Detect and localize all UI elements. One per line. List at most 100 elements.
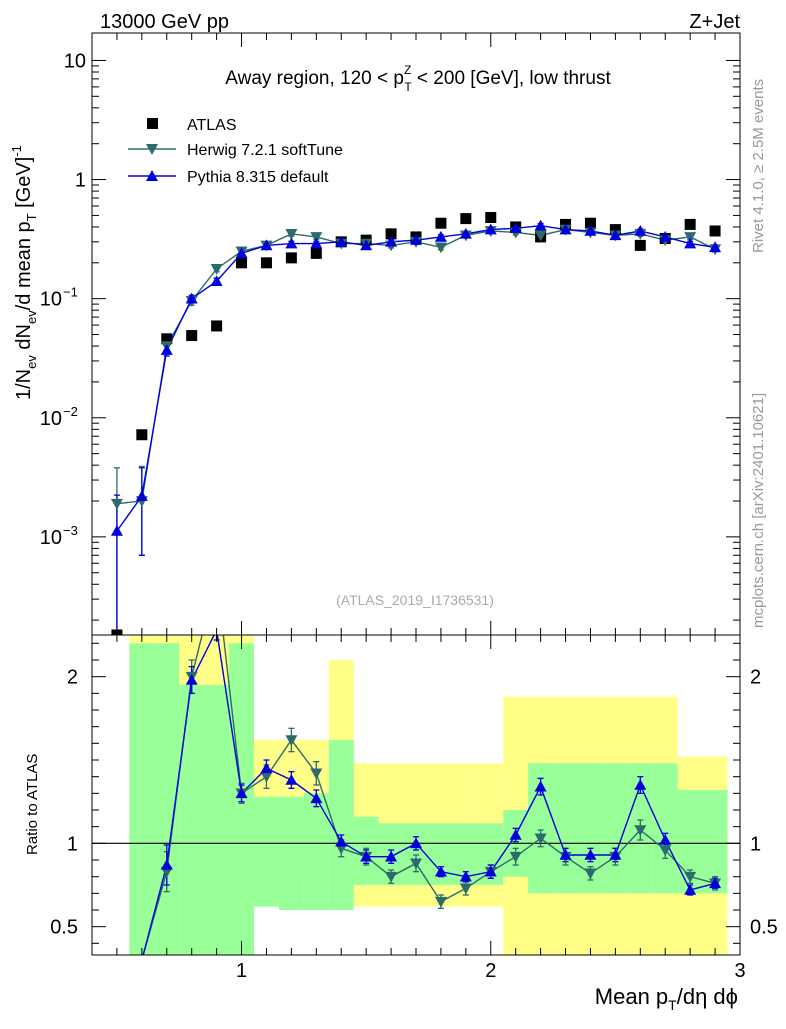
plot-title: Away region, 120 < pZ T < 200 [GeV], low … xyxy=(225,63,611,94)
legend-entry-pythia: Pythia 8.315 default xyxy=(128,169,329,186)
ratio-pythia-point xyxy=(659,834,672,845)
ratio-ytick-label-right: 0.5 xyxy=(750,917,778,939)
pythia-point xyxy=(285,237,298,249)
ratio-y-axis-label: Ratio to ATLAS xyxy=(24,754,41,855)
herwig-point xyxy=(310,232,323,243)
analysis-reference: (ATLAS_2019_I1736531) xyxy=(336,592,494,608)
atlas-point xyxy=(584,217,596,229)
green-band xyxy=(179,685,205,955)
main-ytick-exponent: −3 xyxy=(63,523,78,538)
x-tick-label: 3 xyxy=(734,960,745,982)
ratio-ytick-label-right: 2 xyxy=(750,667,761,689)
main-ytick-label: 1 xyxy=(75,170,86,192)
atlas-point xyxy=(684,218,696,230)
pythia-point xyxy=(110,525,123,536)
ratio-pythia-point xyxy=(285,774,298,785)
green-band xyxy=(303,793,329,910)
green-band xyxy=(254,796,279,907)
legend-entry-atlas: ATLAS xyxy=(147,117,237,134)
pythia-point xyxy=(185,292,198,304)
main-ytick-label: 10 xyxy=(40,289,62,311)
main-ytick-label: 10 xyxy=(40,527,62,549)
ratio-herwig-point xyxy=(136,955,148,966)
ratio-pythia-point xyxy=(385,850,398,862)
ratio-pythia-point xyxy=(634,779,647,790)
ratio-herwig-point xyxy=(634,825,647,836)
green-band xyxy=(204,685,230,955)
ratio-ytick-label-right: 1 xyxy=(750,833,761,855)
pythia-point xyxy=(410,234,422,245)
legend-marker-atlas xyxy=(147,118,158,129)
main-line-pythia xyxy=(116,224,716,532)
ratio-pythia-point xyxy=(709,877,722,889)
ratio-uncertainty-bands xyxy=(129,635,728,955)
ratio-pythia-point xyxy=(609,849,622,860)
x-axis-label: Mean pT/dη dϕ xyxy=(595,984,738,1013)
ratio-herwig-point xyxy=(684,871,697,883)
ratio-herwig-point xyxy=(459,883,472,895)
pythia-point xyxy=(509,222,522,234)
main-data-layer xyxy=(110,212,722,635)
pythia-point xyxy=(360,239,373,251)
atlas-point xyxy=(709,225,721,237)
x-tick-label: 1 xyxy=(236,960,247,982)
ratio-herwig-point xyxy=(310,768,323,780)
ratio-pythia-point xyxy=(141,954,143,955)
pythia-point xyxy=(310,237,323,249)
ratio-herwig-point xyxy=(211,572,223,583)
herwig-point xyxy=(110,498,123,510)
legend: ATLAS Herwig 7.2.1 softTune Pythia 8.315… xyxy=(128,117,343,186)
main-ytick-exponent: −2 xyxy=(63,404,78,419)
x-tick-label: 2 xyxy=(485,960,496,982)
atlas-point xyxy=(285,252,297,264)
ratio-pythia-point xyxy=(260,762,273,774)
ratio-pythia-point xyxy=(559,849,572,860)
green-band xyxy=(403,823,429,885)
atlas-point xyxy=(211,320,223,332)
atlas-point xyxy=(460,213,472,225)
pythia-point xyxy=(584,224,597,236)
atlas-point xyxy=(111,629,123,635)
pythia-point xyxy=(534,219,547,231)
ratio-ticks: 2 2 1 1 0.5 0.5 1 2 3 xyxy=(50,635,778,982)
ratio-herwig-point xyxy=(410,858,422,870)
ratio-herwig-point xyxy=(385,871,398,883)
green-band xyxy=(553,763,578,894)
pythia-point xyxy=(609,229,622,241)
ratio-herwig-point xyxy=(509,851,522,863)
pythia-point xyxy=(385,235,398,247)
mcplots-label: mcplots.cern.ch [arXiv:2401.10621] xyxy=(750,393,767,628)
ratio-pythia-point xyxy=(434,865,447,877)
pythia-point xyxy=(235,247,248,259)
green-band xyxy=(129,643,155,955)
legend-marker-pythia xyxy=(146,170,158,181)
ratio-pythia-point xyxy=(459,870,472,882)
ratio-herwig-point xyxy=(659,845,672,856)
pythia-point xyxy=(459,227,472,239)
ratio-herwig-point xyxy=(434,896,447,908)
ratio-herwig-point xyxy=(534,833,547,845)
ratio-herwig-point xyxy=(285,735,298,746)
ratio-pythia-point xyxy=(509,829,522,840)
pythia-point xyxy=(634,224,647,236)
main-y-axis-label: 1/Nev dNev/d mean pT [GeV]-1 xyxy=(9,145,39,400)
atlas-point xyxy=(260,257,272,269)
ratio-pythia-point xyxy=(185,674,198,685)
ratio-pythia-point xyxy=(534,780,547,792)
legend-label-atlas: ATLAS xyxy=(187,117,237,134)
atlas-point xyxy=(634,239,646,251)
pythia-point xyxy=(160,344,173,355)
ratio-herwig-point xyxy=(111,989,123,1000)
pythia-point xyxy=(484,223,497,235)
pythia-point xyxy=(135,490,148,501)
legend-label-pythia: Pythia 8.315 default xyxy=(187,169,329,186)
herwig-point xyxy=(534,230,547,242)
ratio-pythia-point xyxy=(584,849,597,860)
process-label: Z+Jet xyxy=(689,11,740,33)
pythia-point xyxy=(434,230,447,242)
main-ytick-exponent: −1 xyxy=(63,285,78,300)
atlas-point xyxy=(236,257,248,269)
ratio-pythia-point xyxy=(684,884,697,895)
